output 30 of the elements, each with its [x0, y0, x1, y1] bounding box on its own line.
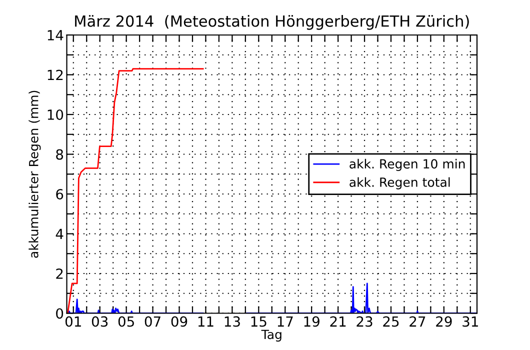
- x-tick-label: 05: [118, 316, 134, 327]
- line-series: [67, 68, 204, 314]
- x-tick-label: 15: [251, 316, 266, 327]
- y-tick-label: 6: [56, 188, 64, 200]
- x-tick-label: 27: [410, 316, 426, 327]
- x-tick-label: 29: [436, 316, 452, 327]
- y-axis-title: akkumulierter Regen (mm): [28, 90, 41, 258]
- x-tick-label: 31: [462, 316, 478, 327]
- legend-label: akk. Regen total: [350, 177, 450, 190]
- x-tick-label: 21: [330, 316, 346, 327]
- y-tick-label: 0: [56, 308, 64, 319]
- x-tick-label: 23: [356, 316, 372, 327]
- y-tick-label: 10: [48, 109, 64, 120]
- x-tick-label: 11: [198, 316, 214, 327]
- y-tick-label: 12: [48, 70, 63, 80]
- y-tick-label: 14: [48, 30, 64, 40]
- chart-title: März 2014 (Meteostation Hönggerberg/ETH Zürich): [75, 15, 469, 30]
- legend-label: akk. Regen 10 min: [350, 158, 465, 171]
- x-tick-label: 25: [383, 316, 399, 327]
- y-tick-label: 8: [56, 149, 64, 160]
- x-axis-title: Tag: [261, 330, 282, 342]
- x-tick-label: 07: [144, 316, 160, 327]
- x-tick-label: 09: [171, 316, 188, 327]
- y-tick-label: 4: [56, 228, 64, 240]
- x-tick-label: 19: [304, 316, 320, 327]
- x-tick-label: 03: [92, 316, 108, 327]
- y-tick-label: 2: [56, 268, 63, 279]
- x-tick-label: 01: [65, 316, 81, 327]
- x-tick-label: 13: [224, 316, 240, 327]
- x-tick-label: 17: [278, 316, 293, 327]
